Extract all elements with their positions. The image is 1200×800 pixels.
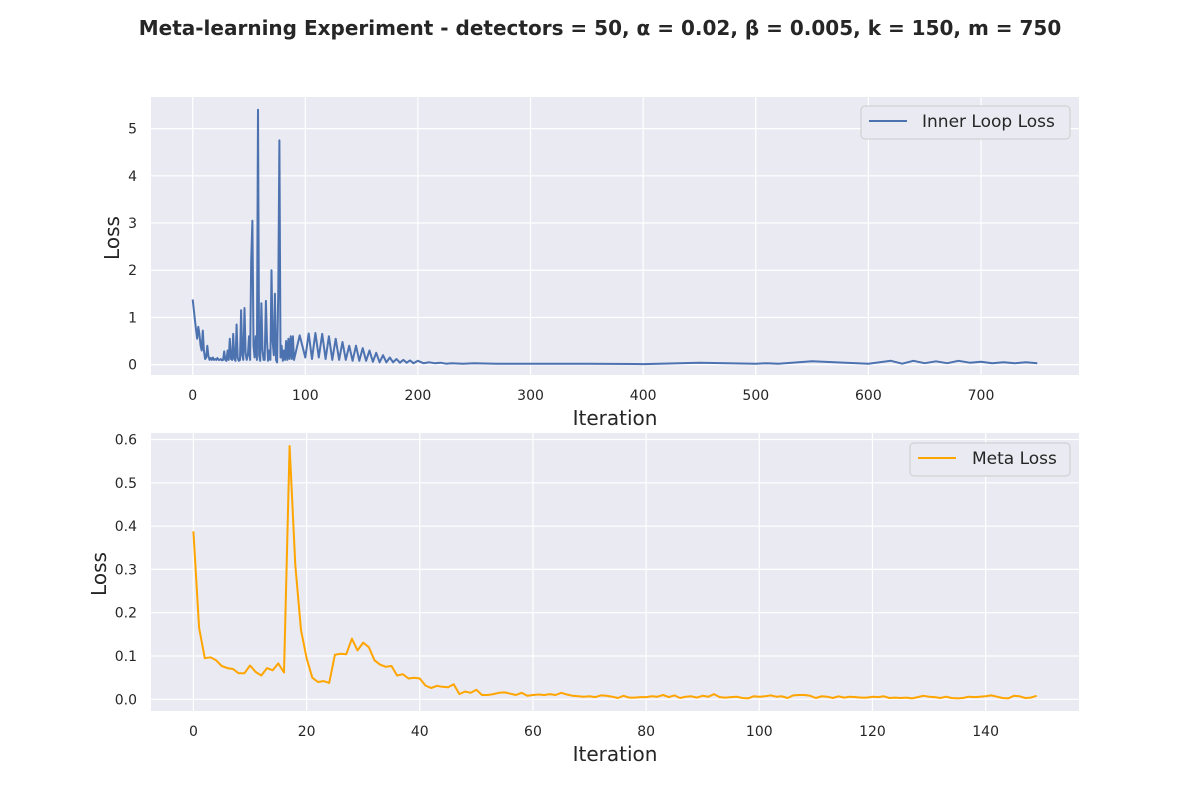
y-tick-label: 0.6: [115, 432, 137, 448]
y-tick-label: 0.1: [115, 649, 137, 665]
y-tick-label: 0.5: [115, 476, 137, 492]
tick-labels: 0 100 200 300 400 500 600 700 0 1 2 3 4 5: [128, 122, 994, 404]
y-tick-label: 0: [128, 358, 137, 374]
x-tick-label: 100: [292, 388, 319, 404]
x-axis-label: Iteration: [573, 406, 658, 430]
y-tick-label: 0.2: [115, 606, 137, 622]
figure-title: Meta-learning Experiment - detectors = 5…: [139, 16, 1062, 40]
legend-label: Meta Loss: [972, 449, 1057, 469]
legend-box: [909, 442, 1071, 477]
legend: Meta Loss: [909, 442, 1071, 477]
y-tick-label: 0.4: [115, 519, 137, 535]
x-tick-label: 80: [637, 724, 655, 740]
x-tick-label: 40: [411, 724, 429, 740]
x-tick-label: 300: [517, 388, 544, 404]
x-tick-label: 500: [742, 388, 769, 404]
meta-loss-axes: 0 20 40 60 80 100 120 1400.00.10.20.30.40.50.6 …: [87, 432, 1079, 766]
x-tick-label: 0: [188, 388, 197, 404]
x-tick-label: 200: [405, 388, 432, 404]
gridlines: [151, 433, 1079, 711]
x-tick-label: 400: [630, 388, 657, 404]
x-axis-label: Iteration: [573, 742, 658, 766]
gridlines: [151, 97, 1079, 375]
y-tick-label: 1: [128, 310, 137, 326]
x-tick-label: 0: [189, 724, 198, 740]
y-axis-label: Loss: [87, 552, 111, 596]
y-tick-label: 4: [128, 169, 137, 185]
series-line-inner-loop-loss: [191, 108, 1038, 366]
y-tick-label: 5: [128, 122, 137, 138]
x-tick-label: 20: [298, 724, 316, 740]
y-tick-label: 2: [128, 263, 137, 279]
x-tick-label: 140: [972, 724, 999, 740]
y-tick-label: 0.0: [115, 692, 137, 708]
tick-labels: 0 20 40 60 80 100 120 140 0.0 0.1 0.2 0.3 0.4 0.5 0.6: [115, 432, 999, 740]
plot-background: [151, 433, 1079, 711]
legend-box: [860, 105, 1071, 140]
x-tick-label: 700: [968, 388, 995, 404]
legend-label: Inner Loop Loss: [922, 112, 1055, 132]
x-tick-label: 120: [859, 724, 886, 740]
x-tick-label: 600: [855, 388, 882, 404]
y-tick-label: 0.3: [115, 562, 137, 578]
x-tick-label: 60: [524, 724, 542, 740]
y-tick-label: 3: [128, 216, 137, 232]
legend: Inner Loop Loss: [860, 105, 1071, 140]
inner-loop-axes: 0 100 200 300 400 500 600 700 0 1 2 3 4 5 Iteration L…: [100, 97, 1079, 430]
series-line-meta-loss: [192, 445, 1037, 700]
y-axis-label: Loss: [100, 216, 124, 260]
x-tick-label: 100: [746, 724, 773, 740]
